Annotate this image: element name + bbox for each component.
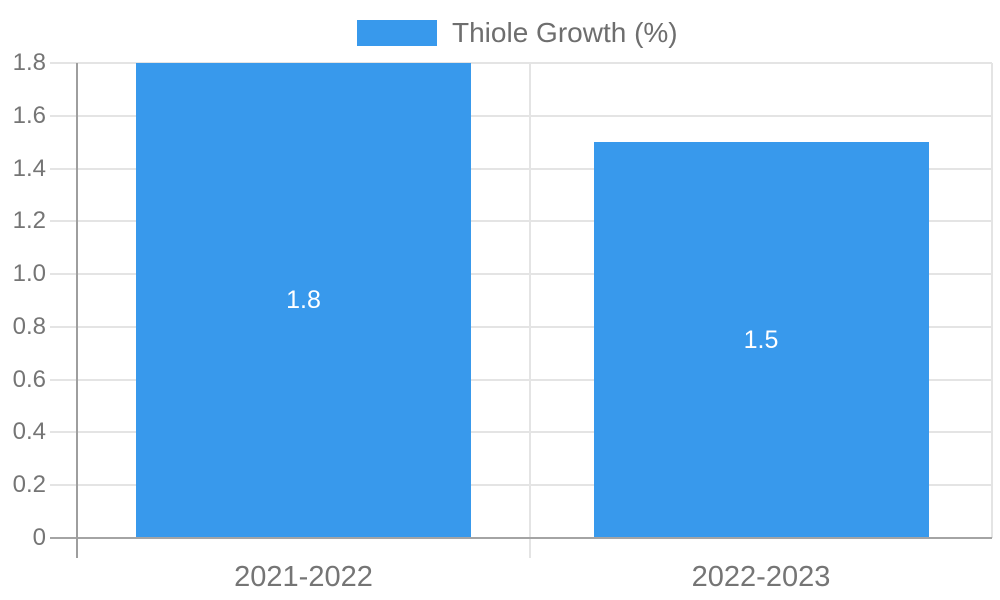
- y-tick-label: 1.0: [12, 260, 46, 288]
- y-tick-label: 0.6: [12, 365, 46, 393]
- gridline: [50, 484, 992, 487]
- y-tick-label: 0: [32, 524, 46, 551]
- bar-value-label: 1.5: [743, 325, 779, 354]
- legend-swatch: [357, 20, 437, 46]
- x-tick-label: 2022-2023: [691, 561, 831, 593]
- gridline: [50, 220, 992, 223]
- legend: Thiole Growth (%): [357, 17, 678, 49]
- gridline: [50, 325, 992, 328]
- gridline: [50, 273, 992, 276]
- bar-2021-2022[interactable]: 1.8: [136, 63, 471, 538]
- legend-label: Thiole Growth (%): [452, 17, 678, 48]
- gridline: [50, 431, 992, 434]
- y-tick-label: 1.8: [12, 49, 46, 76]
- x-axis-line: [50, 537, 992, 539]
- y-tick-label: 0.4: [12, 418, 46, 446]
- gridline: [50, 114, 992, 117]
- gridline: [50, 62, 992, 64]
- bar-2022-2023[interactable]: 1.5: [593, 142, 929, 538]
- x-tick-label: 2021-2022: [234, 561, 373, 593]
- category-divider-gridline: [529, 63, 531, 558]
- y-tick-label: 1.6: [12, 101, 46, 129]
- bar-value-label: 1.8: [286, 286, 321, 314]
- y-tick-label: 0.2: [12, 471, 46, 499]
- y-tick-label: 1.2: [12, 207, 46, 235]
- plot-right-border: [991, 63, 993, 538]
- gridline: [50, 378, 992, 381]
- gridline: [50, 167, 992, 170]
- y-tick-label: 0.8: [12, 312, 46, 340]
- y-axis-line: [76, 63, 78, 558]
- y-tick-label: 1.4: [12, 154, 46, 182]
